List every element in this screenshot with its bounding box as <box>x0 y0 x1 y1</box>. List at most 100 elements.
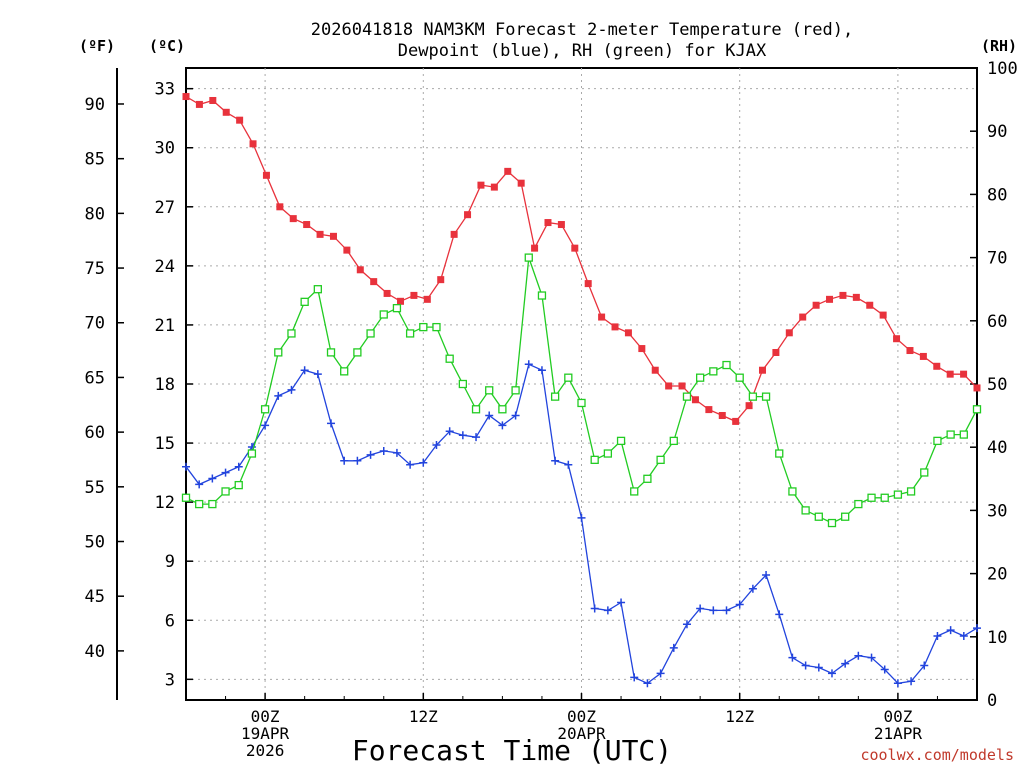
data-point <box>531 244 539 252</box>
data-point <box>785 329 793 337</box>
data-point <box>234 462 243 471</box>
data-point <box>867 653 876 662</box>
data-point <box>775 610 784 619</box>
data-point <box>551 456 560 465</box>
data-point <box>735 373 744 382</box>
data-point <box>799 313 807 321</box>
data-point <box>397 297 405 305</box>
celsius-tick-label: 15 <box>155 434 175 454</box>
series-temperature <box>182 93 981 425</box>
rh-tick-label: 60 <box>987 312 1007 332</box>
data-point <box>498 421 507 430</box>
rh-tick-label: 80 <box>987 185 1007 205</box>
data-point <box>511 386 520 395</box>
data-point <box>788 487 797 496</box>
data-point <box>665 382 673 390</box>
data-point <box>274 391 283 400</box>
rh-tick-label: 20 <box>987 565 1007 585</box>
data-point <box>854 651 863 660</box>
left-axis-unit-celsius: (ºC) <box>149 37 185 55</box>
data-point <box>630 673 639 682</box>
data-point <box>405 329 415 338</box>
data-point <box>326 348 336 357</box>
fahrenheit-tick-label: 40 <box>85 642 105 662</box>
time-tick-label: 19APR <box>241 724 290 743</box>
data-point <box>718 412 726 420</box>
data-point <box>814 663 823 672</box>
celsius-tick-label: 6 <box>165 611 175 631</box>
data-point <box>812 301 820 309</box>
data-point <box>933 632 942 641</box>
data-point <box>651 366 659 374</box>
data-point <box>788 653 797 662</box>
data-point <box>195 480 204 489</box>
data-point <box>933 436 942 446</box>
data-point <box>472 433 481 442</box>
data-point <box>485 386 494 395</box>
data-point <box>247 449 257 458</box>
data-point <box>517 179 525 187</box>
fahrenheit-tick-label: 60 <box>85 423 105 443</box>
data-point <box>383 289 391 297</box>
data-point <box>854 499 863 509</box>
data-point <box>261 421 270 430</box>
data-point <box>617 598 626 607</box>
data-point <box>557 221 565 229</box>
celsius-tick-label: 9 <box>165 552 175 572</box>
data-point <box>544 219 552 227</box>
data-point <box>327 419 336 428</box>
data-point <box>852 293 860 301</box>
data-point <box>329 232 337 240</box>
rh-tick-label: 40 <box>987 438 1007 458</box>
data-point <box>450 230 458 238</box>
data-point <box>276 203 284 211</box>
data-point <box>678 382 686 390</box>
data-point <box>419 322 428 332</box>
time-tick-label: 20APR <box>557 724 606 743</box>
data-point <box>691 396 699 404</box>
data-point <box>907 677 916 686</box>
data-point <box>920 661 929 670</box>
data-point <box>366 329 375 338</box>
data-point <box>705 406 713 414</box>
data-point <box>867 493 876 502</box>
data-point <box>709 367 718 376</box>
series-line <box>185 363 978 685</box>
data-point <box>603 606 612 615</box>
credit-text: coolwx.com/models <box>860 746 1014 764</box>
data-point <box>313 370 322 379</box>
series-group <box>181 93 982 688</box>
data-point <box>669 436 678 446</box>
data-point <box>432 322 441 332</box>
data-point <box>182 93 190 101</box>
data-point <box>880 493 889 502</box>
data-point <box>735 600 744 609</box>
celsius-tick-label: 21 <box>155 316 175 336</box>
data-point <box>437 276 445 284</box>
data-point <box>893 490 903 499</box>
data-point <box>289 215 297 223</box>
data-point <box>300 297 309 306</box>
data-point <box>933 362 941 370</box>
data-point <box>303 221 311 229</box>
data-point <box>208 499 217 509</box>
celsius-tick-label: 33 <box>155 80 175 100</box>
data-point <box>906 487 916 496</box>
data-point <box>758 366 766 374</box>
data-point <box>656 455 665 464</box>
data-point <box>221 487 230 496</box>
data-point <box>959 430 968 439</box>
data-point <box>274 348 283 357</box>
data-point <box>801 506 810 515</box>
fahrenheit-tick-label: 50 <box>85 533 105 553</box>
data-point <box>511 411 520 420</box>
data-point <box>340 456 349 465</box>
data-point <box>195 100 203 108</box>
data-point <box>893 335 901 343</box>
data-point <box>410 291 418 299</box>
data-point <box>946 430 955 439</box>
data-point <box>603 449 613 458</box>
data-point <box>524 253 533 262</box>
